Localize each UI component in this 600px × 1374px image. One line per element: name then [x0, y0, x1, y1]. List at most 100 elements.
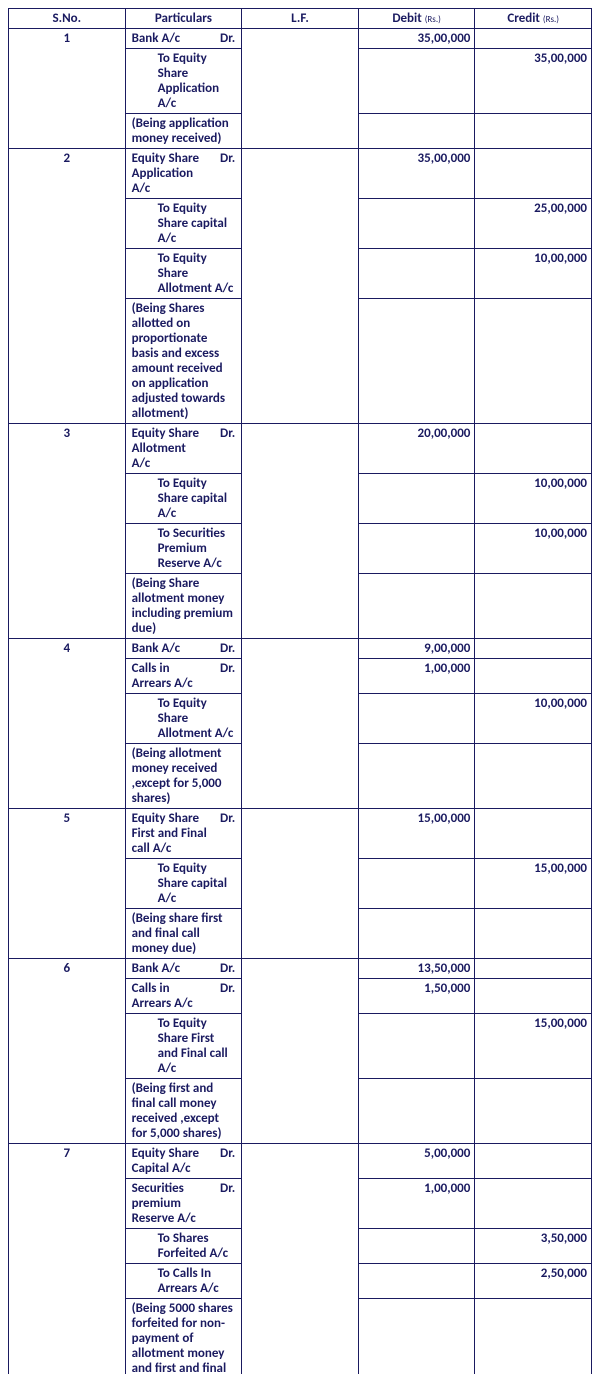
- particulars-cell: Equity Share Allotment A/cDr.: [125, 424, 242, 474]
- to-account: To Equity Share First and Final call A/c: [130, 1016, 238, 1076]
- debit-cell: 1,00,000: [358, 659, 475, 694]
- sno-cell: 2: [9, 149, 126, 424]
- credit-cell: 3,50,000: [475, 1229, 592, 1264]
- dr-label: Dr.: [207, 31, 237, 46]
- table-row: 5Equity Share First and Final call A/cDr…: [9, 809, 592, 859]
- credit-cell: 2,50,000: [475, 1264, 592, 1299]
- lf-cell: [242, 424, 359, 639]
- credit-cell: [475, 639, 592, 659]
- credit-cell: [475, 1144, 592, 1179]
- particulars-cell: (Being application money received): [125, 114, 242, 149]
- particulars-cell: Securities premium Reserve A/cDr.: [125, 1179, 242, 1229]
- sno-cell: 5: [9, 809, 126, 959]
- lf-cell: [242, 639, 359, 809]
- debit-cell: 13,50,000: [358, 959, 475, 979]
- narration: (Being allotment money received ,except …: [130, 746, 238, 806]
- narration: (Being share first and final call money …: [130, 911, 238, 956]
- account-name: Equity Share Capital A/c: [130, 1146, 208, 1176]
- account-name: Calls in Arrears A/c: [130, 981, 208, 1011]
- credit-cell: [475, 1299, 592, 1374]
- credit-cell: [475, 29, 592, 49]
- to-account: To Equity Share capital A/c: [130, 201, 238, 246]
- debit-cell: 35,00,000: [358, 29, 475, 49]
- credit-cell: [475, 809, 592, 859]
- debit-cell: [358, 909, 475, 959]
- credit-cell: [475, 299, 592, 424]
- account-name: Equity Share Allotment A/c: [130, 426, 208, 471]
- debit-cell: [358, 299, 475, 424]
- credit-cell: [475, 1179, 592, 1229]
- debit-cell: 5,00,000: [358, 1144, 475, 1179]
- to-account: To Calls In Arrears A/c: [130, 1266, 238, 1296]
- account-name: Equity Share Application A/c: [130, 151, 208, 196]
- particulars-cell: Bank A/cDr.: [125, 639, 242, 659]
- journal-table: S.No. Particulars L.F. Debit (Rs.) Credi…: [8, 8, 592, 1374]
- table-row: 3Equity Share Allotment A/cDr.20,00,000: [9, 424, 592, 474]
- lf-cell: [242, 29, 359, 149]
- debit-cell: 9,00,000: [358, 639, 475, 659]
- table-row: 6Bank A/cDr.13,50,000: [9, 959, 592, 979]
- sno-cell: 4: [9, 639, 126, 809]
- lf-cell: [242, 809, 359, 959]
- header-row: S.No. Particulars L.F. Debit (Rs.) Credi…: [9, 9, 592, 29]
- credit-cell: [475, 1079, 592, 1144]
- particulars-cell: (Being Shares allotted on proportionate …: [125, 299, 242, 424]
- particulars-cell: Equity Share Application A/cDr.: [125, 149, 242, 199]
- narration: (Being Share allotment money including p…: [130, 576, 238, 636]
- sno-cell: 7: [9, 1144, 126, 1374]
- particulars-cell: To Equity Share First and Final call A/c: [125, 1014, 242, 1079]
- debit-cell: 15,00,000: [358, 809, 475, 859]
- particulars-cell: To Equity Share capital A/c: [125, 859, 242, 909]
- debit-cell: 1,00,000: [358, 1179, 475, 1229]
- particulars-cell: Calls in Arrears A/cDr.: [125, 659, 242, 694]
- header-sno: S.No.: [9, 9, 126, 29]
- debit-cell: [358, 249, 475, 299]
- dr-label: Dr.: [207, 811, 237, 856]
- credit-cell: [475, 744, 592, 809]
- credit-cell: [475, 909, 592, 959]
- debit-cell: [358, 114, 475, 149]
- credit-cell: [475, 424, 592, 474]
- particulars-cell: (Being first and final call money receiv…: [125, 1079, 242, 1144]
- sno-cell: 1: [9, 29, 126, 149]
- particulars-cell: Calls in Arrears A/cDr.: [125, 979, 242, 1014]
- table-row: 7Equity Share Capital A/cDr.5,00,000: [9, 1144, 592, 1179]
- debit-cell: [358, 1014, 475, 1079]
- dr-label: Dr.: [207, 641, 237, 656]
- debit-cell: [358, 694, 475, 744]
- particulars-cell: To Equity Share capital A/c: [125, 474, 242, 524]
- debit-cell: 20,00,000: [358, 424, 475, 474]
- particulars-cell: To Calls In Arrears A/c: [125, 1264, 242, 1299]
- debit-cell: [358, 1299, 475, 1374]
- narration: (Being 5000 shares forfeited for non-pay…: [130, 1301, 238, 1374]
- particulars-cell: To Securities Premium Reserve A/c: [125, 524, 242, 574]
- dr-label: Dr.: [207, 1146, 237, 1176]
- debit-cell: [358, 744, 475, 809]
- account-name: Bank A/c: [130, 641, 208, 656]
- to-account: To Shares Forfeited A/c: [130, 1231, 238, 1261]
- credit-cell: [475, 149, 592, 199]
- to-account: To Equity Share Application A/c: [130, 51, 238, 111]
- credit-cell: 10,00,000: [475, 694, 592, 744]
- debit-cell: [358, 1264, 475, 1299]
- particulars-cell: (Being Share allotment money including p…: [125, 574, 242, 639]
- dr-label: Dr.: [207, 961, 237, 976]
- narration: (Being first and final call money receiv…: [130, 1081, 238, 1141]
- debit-cell: [358, 859, 475, 909]
- particulars-cell: To Equity Share Allotment A/c: [125, 249, 242, 299]
- debit-cell: 1,50,000: [358, 979, 475, 1014]
- particulars-cell: To Equity Share capital A/c: [125, 199, 242, 249]
- lf-cell: [242, 959, 359, 1144]
- particulars-cell: (Being share first and final call money …: [125, 909, 242, 959]
- table-row: 2Equity Share Application A/cDr.35,00,00…: [9, 149, 592, 199]
- account-name: Equity Share First and Final call A/c: [130, 811, 208, 856]
- particulars-cell: Equity Share Capital A/cDr.: [125, 1144, 242, 1179]
- credit-cell: 15,00,000: [475, 859, 592, 909]
- credit-cell: [475, 659, 592, 694]
- dr-label: Dr.: [207, 981, 237, 1011]
- particulars-cell: Equity Share First and Final call A/cDr.: [125, 809, 242, 859]
- sno-cell: 6: [9, 959, 126, 1144]
- particulars-cell: To Shares Forfeited A/c: [125, 1229, 242, 1264]
- debit-cell: [358, 524, 475, 574]
- credit-cell: [475, 959, 592, 979]
